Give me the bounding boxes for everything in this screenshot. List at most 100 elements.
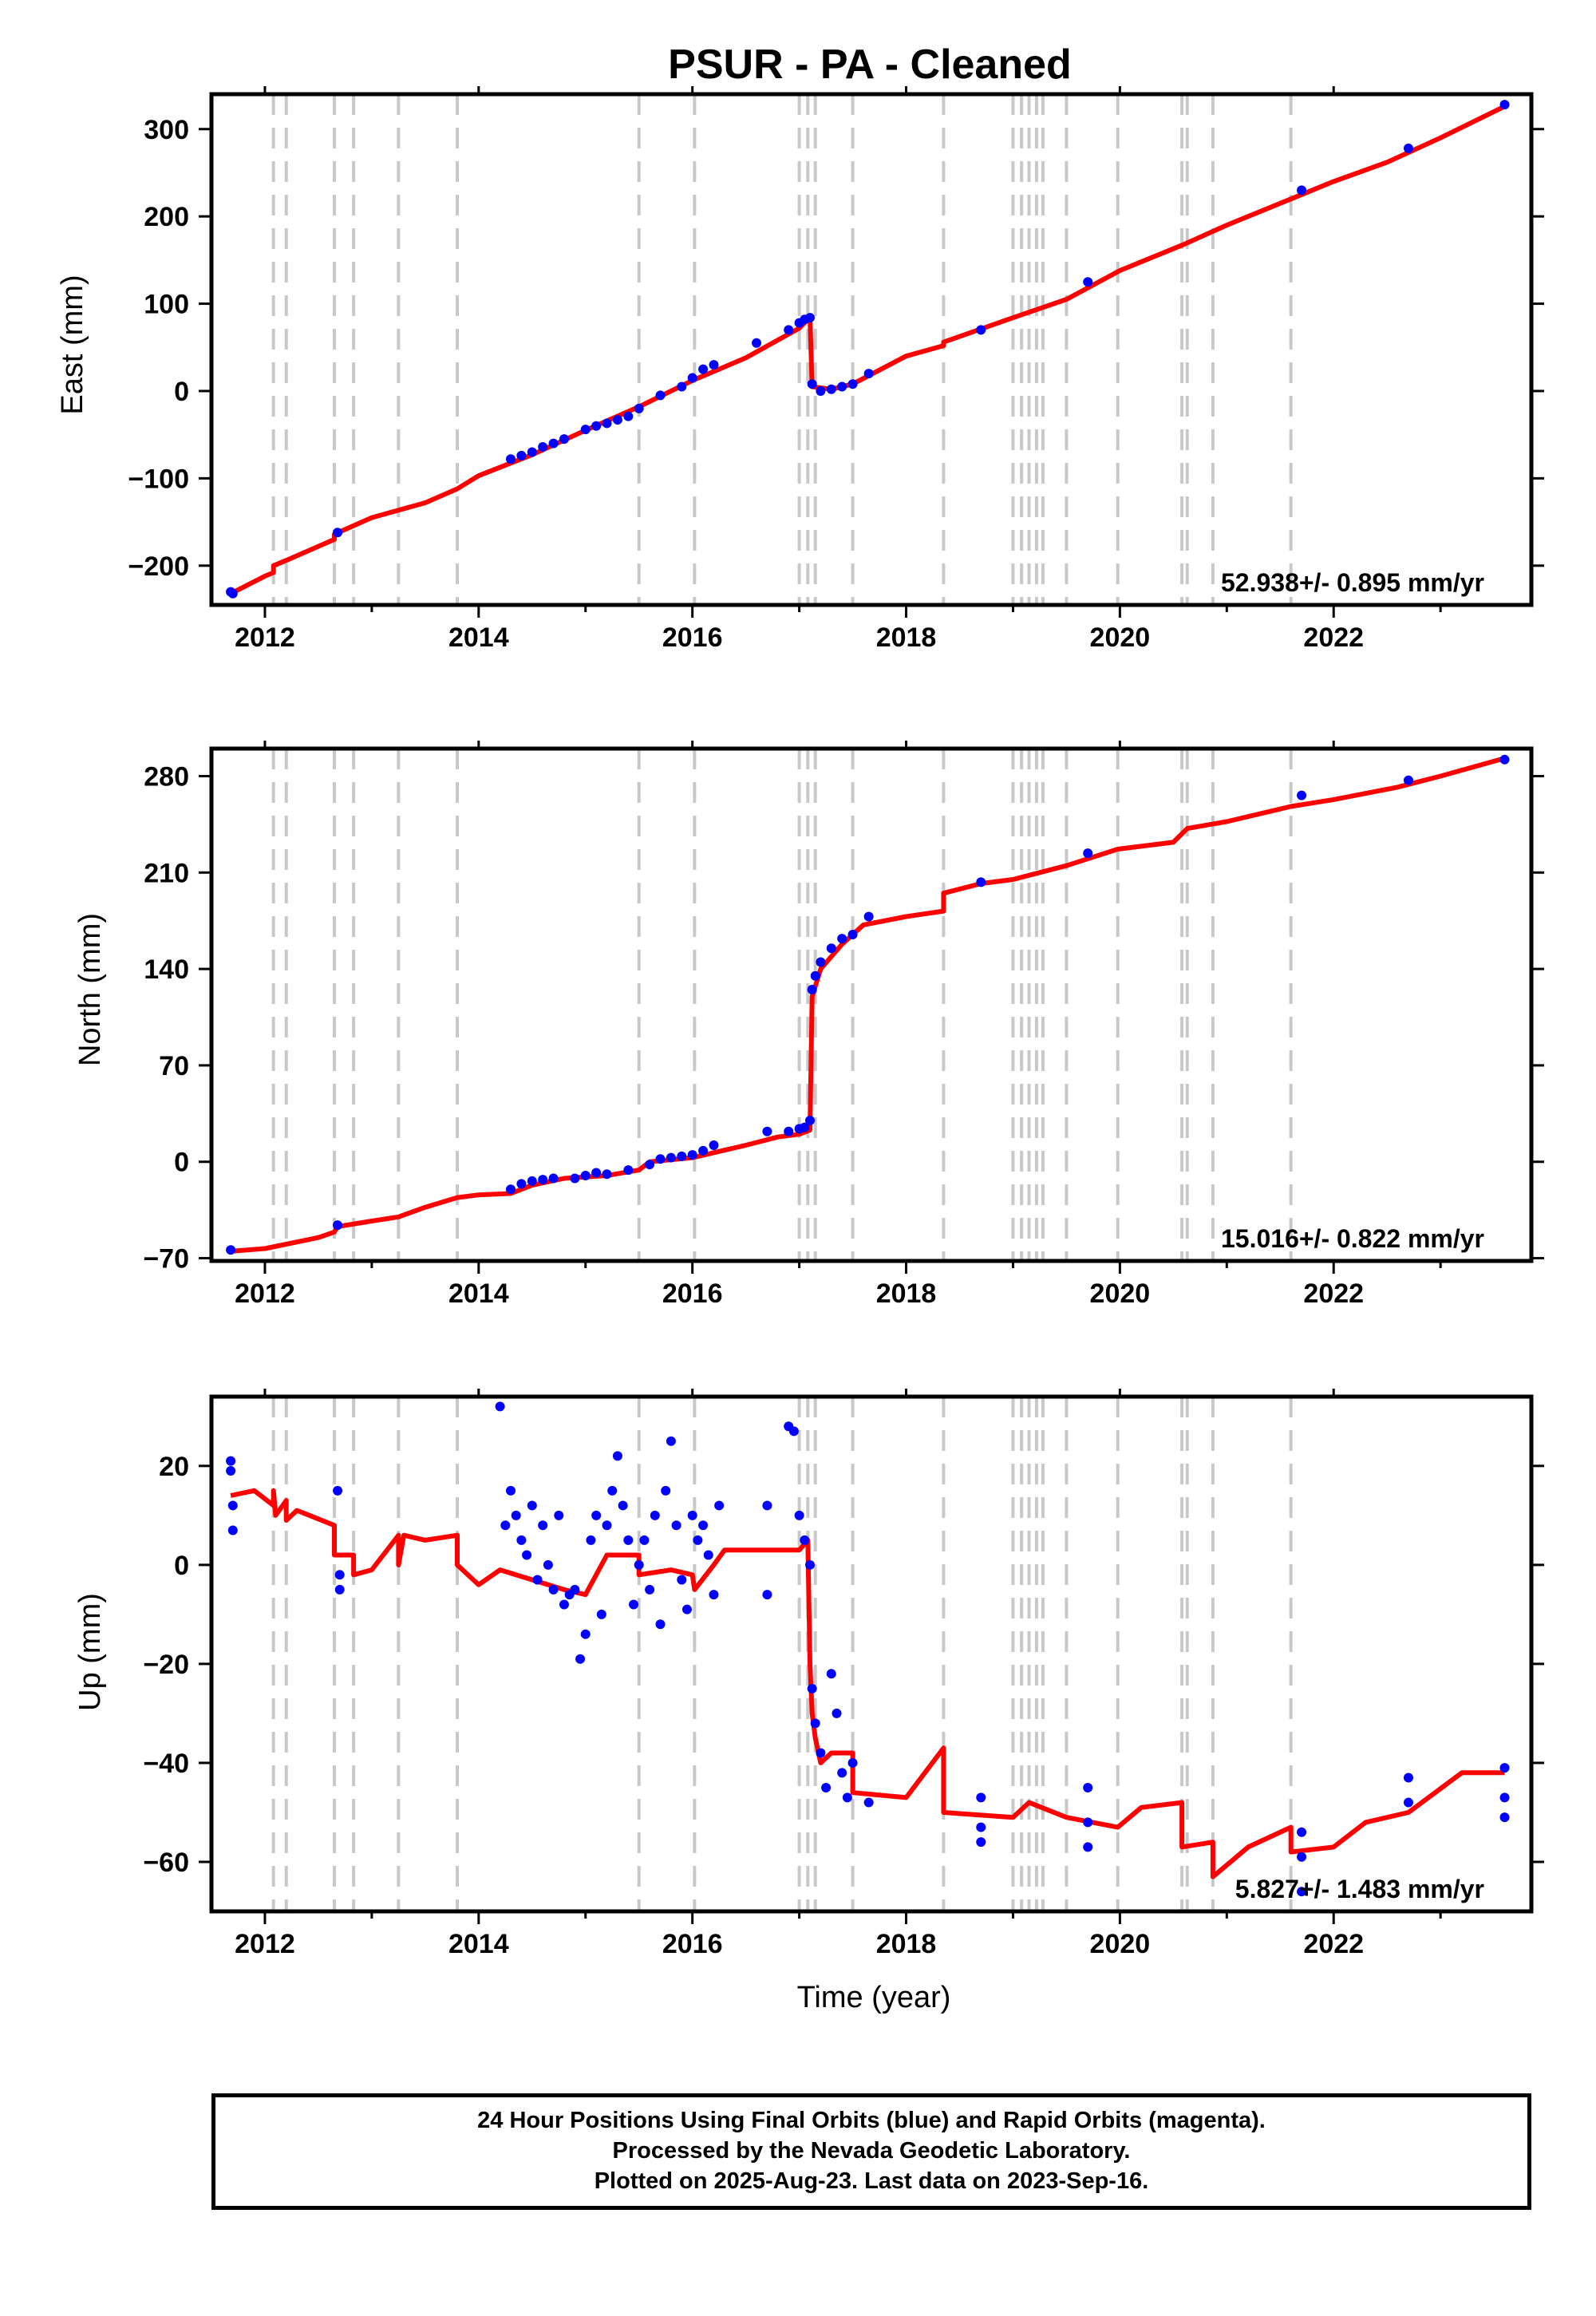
data-point-up-19 [559,1599,569,1610]
data-point-east-30 [863,369,874,379]
x-tick-label-north-5: 2022 [1303,1279,1364,1309]
data-point-north-22 [800,1122,810,1132]
y-tick-label-east-1: −100 [128,464,189,494]
data-point-north-10 [602,1169,612,1180]
panel-north: 2012 2014 2016 2018 2020 2022−70070140210280 … [73,741,1544,1309]
x-tick-label-up-3: 2018 [876,1929,937,1959]
x-tick-label-up-1: 2014 [448,1929,509,1959]
data-point-north-18 [709,1140,719,1151]
data-point-east-12 [612,415,622,425]
plot-frame-up [209,1394,1534,1914]
data-point-up-33 [634,1559,644,1570]
data-point-north-30 [863,911,874,922]
data-point-up-55 [804,1559,815,1570]
x-tick-label-east-1: 2014 [448,622,509,653]
data-point-north-3 [516,1179,527,1189]
data-point-north-31 [976,877,986,887]
x-tick-label-east-3: 2018 [876,622,937,653]
data-point-up-25 [591,1510,602,1520]
ylabel-up: Up (mm) [73,1593,107,1711]
ylabel-east: East (mm) [56,275,89,414]
x-tick-label-north-0: 2012 [235,1279,295,1309]
data-point-north-12 [645,1160,655,1170]
data-point-east-13 [623,411,634,421]
footer-line-3: Plotted on 2025-Aug-23. Last data on 202… [594,2168,1149,2194]
data-point-up-32 [629,1599,639,1610]
data-point-north-0 [226,1245,236,1255]
x-tick-label-north-4: 2020 [1090,1279,1151,1309]
data-point-north-29 [847,929,858,939]
data-point-east-10 [591,421,602,431]
data-point-up-13 [527,1500,537,1511]
y-tick-label-up-1: −40 [143,1749,189,1779]
data-point-east-1 [227,588,238,599]
data-point-up-4 [333,1485,343,1496]
model-line-north [230,756,1506,1254]
y-tick-label-north-5: 280 [144,762,189,792]
data-point-up-41 [677,1575,687,1585]
data-point-north-19 [762,1126,772,1136]
data-point-up-57 [810,1718,820,1729]
y-tick-label-north-0: −70 [143,1244,189,1275]
data-point-north-6 [548,1173,559,1184]
data-point-north-28 [837,934,847,944]
data-point-up-29 [612,1451,622,1461]
data-point-up-12 [522,1550,532,1560]
data-point-east-17 [687,373,697,383]
data-point-up-5 [334,1570,345,1580]
data-point-east-15 [655,390,666,401]
data-point-east-31 [976,325,986,335]
data-point-up-65 [863,1797,874,1808]
data-point-east-27 [826,384,836,394]
data-point-east-33 [1297,185,1307,196]
data-point-up-16 [543,1559,553,1570]
data-point-up-27 [602,1520,612,1531]
data-point-up-7 [495,1401,505,1412]
data-point-up-63 [842,1792,852,1803]
data-point-north-4 [527,1176,537,1186]
data-point-up-42 [681,1604,692,1614]
data-point-north-8 [580,1171,591,1180]
data-point-up-52 [788,1426,799,1437]
data-point-up-56 [807,1683,817,1694]
data-point-up-62 [837,1768,847,1778]
data-point-up-6 [334,1584,345,1595]
data-point-east-2 [333,528,343,538]
data-point-up-46 [703,1550,713,1560]
y-tick-label-north-4: 210 [144,858,189,888]
data-point-up-30 [618,1500,628,1511]
data-point-east-16 [677,381,687,392]
y-tick-label-east-4: 200 [144,202,189,232]
rate-label-north: 15.016+/- 0.822 mm/yr [1221,1224,1484,1253]
data-point-up-23 [580,1629,591,1639]
data-point-east-14 [634,403,644,413]
x-tick-label-north-2: 2016 [662,1279,723,1309]
data-point-east-19 [709,360,719,370]
y-tick-label-up-2: −20 [143,1650,189,1680]
footer-line-2: Processed by the Nevada Geodetic Laborat… [612,2138,1131,2164]
y-tick-label-up-3: 0 [174,1551,189,1581]
data-point-up-58 [816,1748,826,1758]
data-point-up-31 [623,1535,634,1545]
data-point-north-1 [333,1220,343,1231]
data-point-up-2 [227,1500,238,1511]
plot-frame-north [209,746,1534,1263]
data-point-up-79 [1499,1812,1510,1823]
data-point-up-9 [505,1485,516,1496]
data-point-north-15 [677,1151,687,1161]
data-point-up-47 [709,1590,719,1600]
data-point-east-29 [847,379,858,389]
data-point-up-73 [1297,1852,1307,1862]
data-point-up-37 [655,1619,666,1630]
data-point-east-8 [559,434,569,445]
data-point-up-69 [1083,1782,1093,1792]
data-point-up-10 [511,1510,521,1520]
data-point-up-76 [1403,1797,1413,1808]
data-point-up-50 [762,1590,772,1600]
data-point-north-27 [826,943,836,954]
y-tick-label-east-0: −200 [128,551,189,582]
data-point-east-32 [1083,277,1093,287]
model-line-up [230,1488,1505,1879]
data-point-north-13 [655,1154,666,1164]
